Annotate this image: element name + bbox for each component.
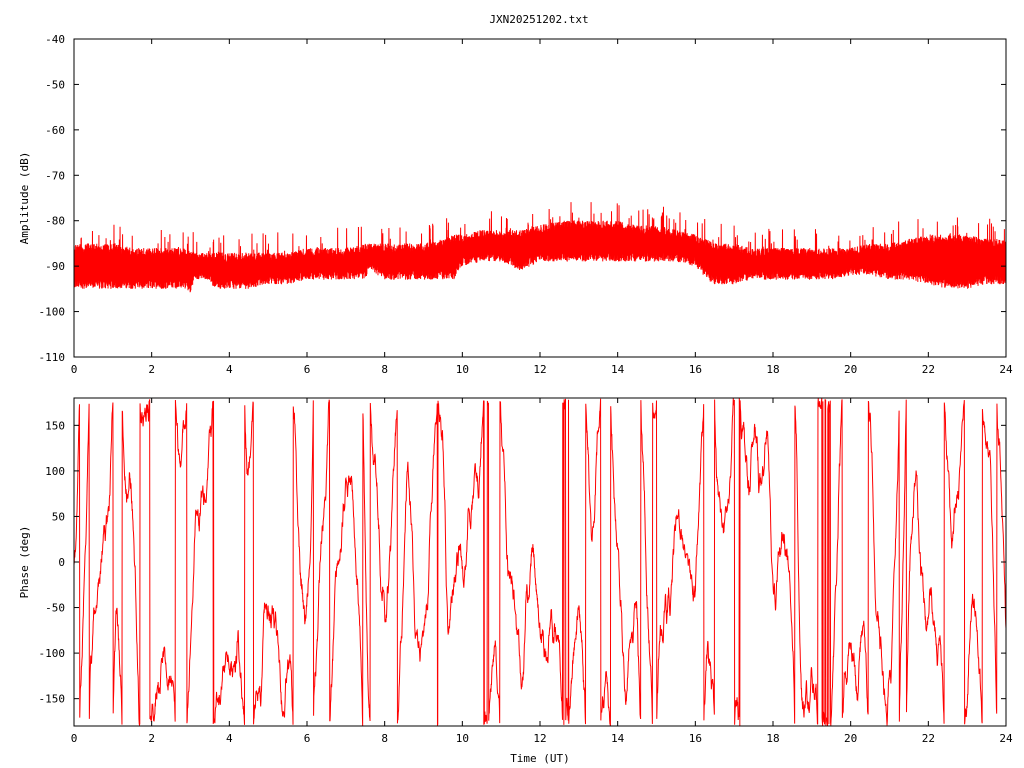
x-tick-label: 10 (456, 363, 469, 376)
y-tick-label: -100 (39, 306, 66, 319)
phase-x-axis-label: Time (UT) (510, 752, 570, 765)
x-tick-label: 18 (766, 732, 779, 745)
y-tick-label: -100 (39, 647, 66, 660)
y-tick-label: -110 (39, 351, 66, 364)
x-tick-label: 20 (844, 363, 857, 376)
x-tick-label: 2 (148, 363, 155, 376)
amplitude-series-line (74, 202, 1006, 293)
y-tick-label: 100 (45, 465, 65, 478)
x-tick-label: 24 (999, 732, 1013, 745)
amplitude-y-axis-label: Amplitude (dB) (18, 152, 31, 245)
phase-panel: 0 2 4 6 8 10 12 14 16 18 20 22 24 -150-100-500501001… (18, 397, 1013, 765)
x-tick-label: 8 (381, 732, 388, 745)
x-tick-label: 14 (611, 732, 625, 745)
x-tick-label: 12 (533, 732, 546, 745)
x-tick-label: 18 (766, 363, 779, 376)
x-tick-label: 24 (999, 363, 1013, 376)
y-tick-label: 50 (52, 510, 65, 523)
x-tick-label: 2 (148, 732, 155, 745)
amplitude-plot-frame (73, 38, 1007, 358)
y-tick-label: -150 (39, 693, 66, 706)
y-tick-label: 150 (45, 419, 65, 432)
x-tick-label: 4 (226, 363, 233, 376)
amplitude-series (74, 202, 1006, 293)
x-tick-label: 10 (456, 732, 469, 745)
phase-x-ticks: 0 2 4 6 8 10 12 14 16 18 20 22 24 (71, 398, 1013, 745)
x-tick-label: 22 (922, 732, 935, 745)
x-tick-label: 4 (226, 732, 233, 745)
phase-y-axis-label: Phase (deg) (18, 526, 31, 599)
phase-series (74, 398, 1006, 726)
y-tick-label: -50 (45, 602, 65, 615)
phase-y-ticks: -150 -100 -50 0 50 100 150 (39, 419, 1006, 706)
y-tick-label: -70 (45, 169, 65, 182)
y-tick-label: -80 (45, 215, 65, 228)
x-tick-label: 16 (689, 363, 702, 376)
y-tick-label: -60 (45, 124, 65, 137)
chart-title: JXN20251202.txt (489, 13, 588, 26)
y-tick-label: 0 (58, 556, 65, 569)
x-tick-label: 6 (304, 363, 311, 376)
amplitude-y-ticks: -110 -100 -90 -80 -70 -60 -50 -40 (39, 33, 1006, 364)
x-tick-label: 0 (71, 732, 78, 745)
x-tick-label: 6 (304, 732, 311, 745)
x-tick-label: 0 (71, 363, 78, 376)
x-tick-label: 22 (922, 363, 935, 376)
x-tick-label: 12 (533, 363, 546, 376)
y-tick-label: -40 (45, 33, 65, 46)
x-tick-label: 16 (689, 732, 702, 745)
x-tick-label: 20 (844, 732, 857, 745)
x-tick-label: 14 (611, 363, 625, 376)
x-tick-label: 8 (381, 363, 388, 376)
y-tick-label: -50 (45, 78, 65, 91)
phase-series-line (74, 398, 1006, 726)
amplitude-panel: 0 2 4 6 8 10 12 14 16 18 20 22 24 -110-100-90-80-70-… (18, 33, 1013, 376)
y-tick-label: -90 (45, 260, 65, 273)
amplitude-x-ticks: 0 2 4 6 8 10 12 14 16 18 20 22 24 (71, 39, 1013, 376)
